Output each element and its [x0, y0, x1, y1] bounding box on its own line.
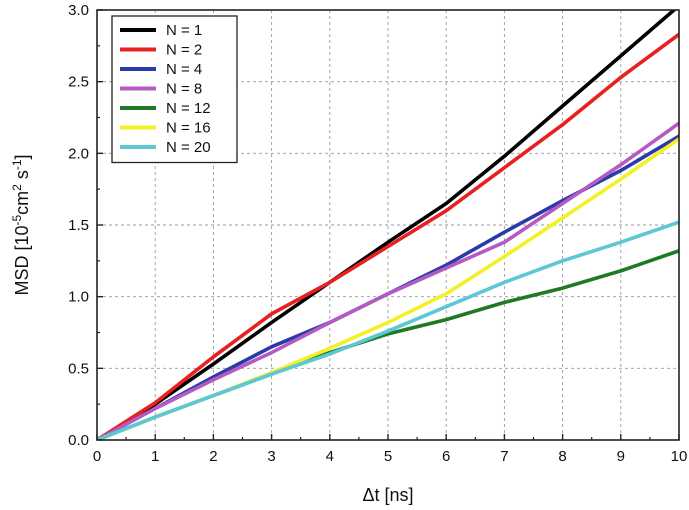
x-tick-label: 3 — [267, 448, 275, 465]
series-line-n-2 — [97, 32, 679, 440]
y-tick-label: 1.5 — [68, 217, 89, 234]
axis-ticks: 0 1 2 3 4 5 6 7 8 9 10 0.0 0.5 1.0 1.5 2.0 2.5 3.0 — [68, 2, 687, 465]
y-axis-label-exp2: 2 — [10, 184, 24, 191]
y-tick-label: 3.0 — [68, 2, 89, 19]
y-tick-label: 0.0 — [68, 432, 89, 449]
series-lines — [97, 10, 679, 440]
legend-label: N = 16 — [166, 120, 211, 137]
legend-label: N = 2 — [166, 42, 202, 59]
y-axis-label-exp1: -5 — [10, 215, 24, 226]
y-axis-label-exp3: -1 — [10, 159, 24, 170]
y-axis-label-suffix: ] — [12, 154, 32, 159]
legend: N = 1 N = 2 N = 4 N = 8 N = 12 N = 16 N = 20 — [111, 15, 238, 164]
legend-label: N = 20 — [166, 139, 211, 156]
series-line-n-8 — [97, 121, 679, 440]
x-tick-label: 0 — [93, 448, 101, 465]
legend-label: N = 8 — [166, 81, 202, 98]
x-tick-label: 9 — [617, 448, 625, 465]
x-axis-label: Δt [ns] — [362, 485, 413, 505]
series-line-n-1 — [97, 10, 677, 440]
y-tick-label: 1.0 — [68, 289, 89, 306]
x-tick-label: 6 — [442, 448, 450, 465]
y-axis-label-mid2: s — [12, 170, 32, 184]
x-tick-label: 2 — [209, 448, 217, 465]
series-line-n-20 — [97, 220, 679, 440]
y-axis-label-mid: cm — [12, 191, 32, 215]
x-tick-label: 7 — [500, 448, 508, 465]
y-tick-label: 0.5 — [68, 360, 89, 377]
series-line-n-12 — [97, 249, 679, 440]
legend-label: N = 1 — [166, 22, 202, 39]
y-tick-label: 2.0 — [68, 145, 89, 162]
y-axis-label: MSD [10-5cm2 s-1] — [10, 154, 32, 295]
y-axis-label-prefix: MSD [10 — [12, 226, 32, 296]
x-tick-label: 1 — [151, 448, 159, 465]
y-tick-label: 2.5 — [68, 74, 89, 91]
x-tick-label: 5 — [384, 448, 392, 465]
legend-label: N = 12 — [166, 100, 211, 117]
x-tick-label: 4 — [326, 448, 334, 465]
legend-label: N = 4 — [166, 61, 202, 78]
x-tick-label: 8 — [558, 448, 566, 465]
x-tick-label: 10 — [671, 448, 688, 465]
